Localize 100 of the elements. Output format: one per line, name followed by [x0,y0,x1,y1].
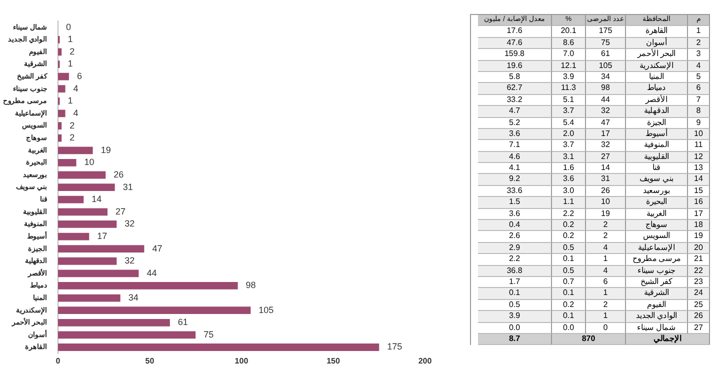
text: 8.6 [552,38,586,50]
bar [58,72,69,80]
text: 159.8 [478,49,552,61]
text: 9 [688,118,710,129]
text: 105 [586,60,626,72]
x-tick-label: 150 [326,356,340,366]
text: 19 [688,231,710,243]
bar [58,257,117,265]
x-tick-label: 200 [418,356,432,366]
data-label: 32 [124,256,135,266]
text: 7.1 [478,140,552,152]
text: 3.7 [552,106,586,118]
text: 1.5 [478,197,552,209]
bar [58,344,380,351]
text: 1 [586,311,626,323]
text: 870 [552,334,626,346]
text: 0.1 [478,288,552,300]
text: 0 [586,322,626,334]
text: 5.1 [552,94,586,106]
text: 17 [586,128,626,140]
bar [58,331,196,339]
text: 21 [688,254,710,266]
text: 3.9 [552,72,586,84]
text: 1 [586,254,626,266]
text: 0.5 [552,242,586,254]
data-label: 34 [128,292,138,303]
data-label: 19 [100,144,111,155]
data-label: 4 [73,108,78,118]
text: 8 [688,106,710,118]
text: 3.7 [552,140,586,152]
text: 0.5 [552,266,586,277]
data-label: 44 [146,268,157,278]
text: 2 [688,38,710,50]
text: 33.6 [478,186,552,198]
bar [58,294,120,302]
text: 2.2 [552,208,586,220]
text: 13 [688,163,710,174]
text: المنيا [626,72,688,84]
text: سوهاج [626,220,688,232]
text: 1.1 [552,197,586,209]
text: 26 [688,311,710,323]
text: الوادي الجديد [626,311,688,323]
text: 26 [586,186,626,198]
x-tick-label: 0 [56,356,61,366]
bar [58,110,66,118]
data-label: 32 [124,218,135,229]
data-label: 98 [246,280,256,290]
text: الإجمالي [626,334,710,346]
text: 27 [688,322,710,334]
text: 18 [688,220,710,232]
text: القاهرة [626,26,688,38]
text: 61 [586,49,626,61]
text: 5.4 [552,118,586,129]
text: 3.1 [552,152,586,164]
bar [58,171,106,179]
text: 16 [688,197,710,209]
data-label: 0 [66,22,71,32]
bar [58,48,62,56]
text: 34 [586,72,626,84]
text: 11 [688,140,710,152]
text: 33.2 [478,94,552,106]
data-label: 1 [68,96,73,106]
text: الغربية [626,208,688,220]
text: الشرقية [626,288,688,300]
bar [58,282,238,290]
bar [58,184,115,191]
text: شمال سيناء [626,322,688,334]
data-label: 17 [97,231,108,241]
bar [58,318,170,326]
text: 25 [688,300,710,312]
text: الإسكندرية [626,60,688,72]
text: 6 [688,83,710,95]
text: 44 [586,94,626,106]
text: 23 [688,276,710,288]
text: 1.7 [478,276,552,288]
text: 14 [688,174,710,186]
text: الأقصر [626,94,688,106]
text: 4.7 [478,106,552,118]
data-label: 175 [387,342,402,352]
bar [58,208,108,216]
data-label: 26 [114,169,124,180]
text: 2.9 [478,242,552,254]
bar [58,122,62,130]
text: 7 [688,94,710,106]
text: 0.1 [552,288,586,300]
text: 19 [586,208,626,220]
bar [58,220,117,228]
text: جنوب سيناء [626,266,688,277]
text: 98 [586,83,626,95]
bar [58,159,76,166]
text: 3.0 [552,186,586,198]
text: أسيوط [626,128,688,140]
text: 7.0 [552,49,586,61]
text: 8.7 [478,334,552,346]
text: 75 [586,38,626,50]
text: القليوبية [626,152,688,164]
text: 5 [688,72,710,84]
data-label: 27 [115,206,126,216]
text: 24 [688,288,710,300]
text: 20 [688,242,710,254]
